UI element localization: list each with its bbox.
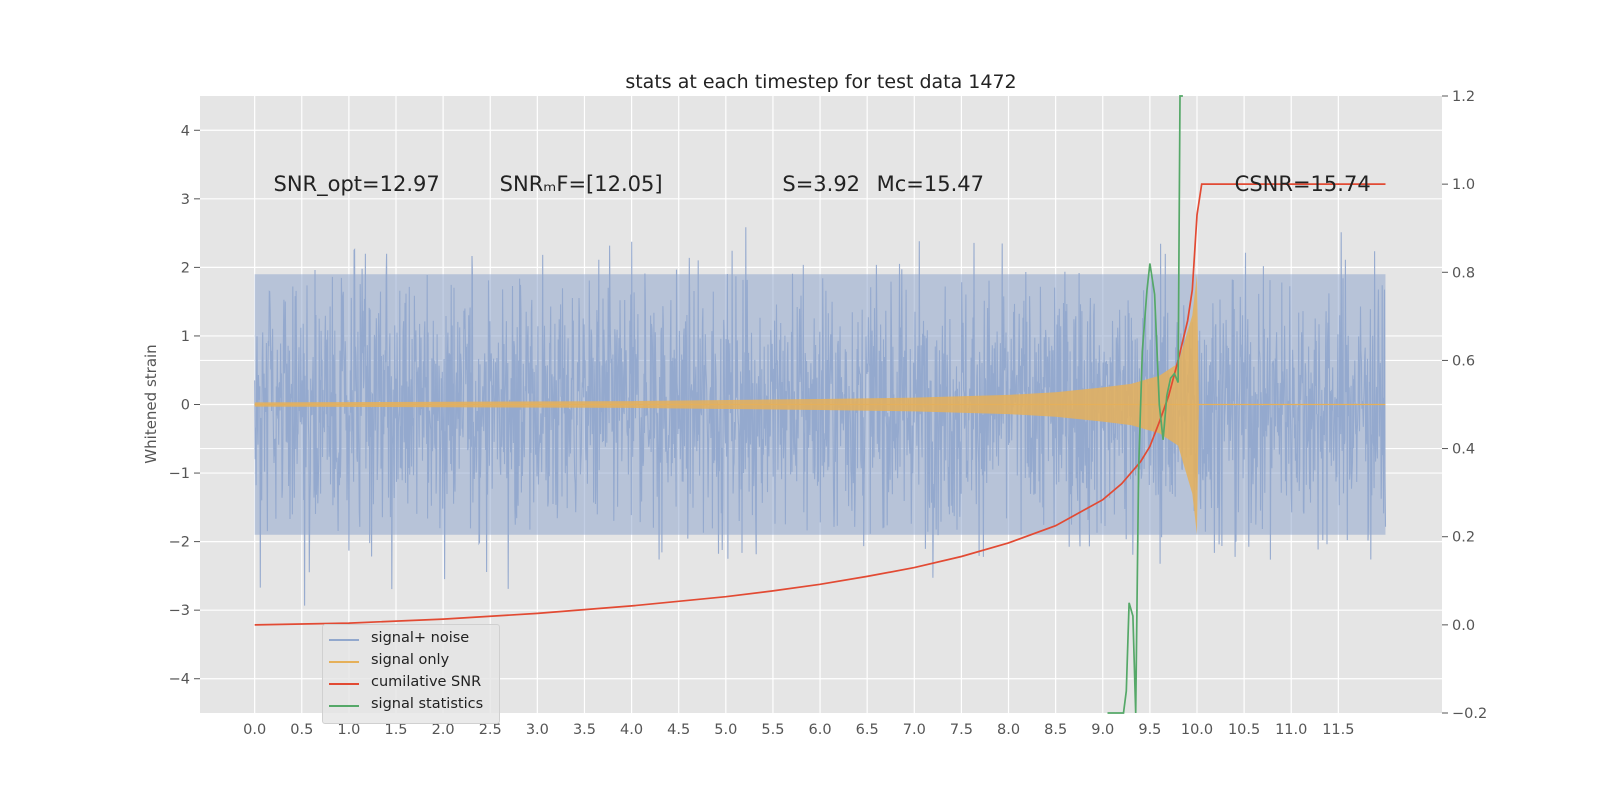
y-tick-label: −3 xyxy=(169,603,190,619)
annotations: SNR_opt=12.97 SNRₘF=[12.05] S=3.92 Mᴄ=15.47… xyxy=(274,172,1371,197)
y-tick-label: 3 xyxy=(181,192,190,208)
legend-item: cumilative SNR xyxy=(323,673,499,695)
x-tick-label: 5.5 xyxy=(761,722,784,738)
legend-swatch xyxy=(329,683,359,685)
y-axis-label: Whitened strain xyxy=(142,344,160,463)
y-tick-label: −2 xyxy=(169,535,190,551)
x-tick-label: 6.0 xyxy=(809,722,832,738)
x-tick-label: 2.0 xyxy=(432,722,455,738)
x-tick-label: 3.0 xyxy=(526,722,549,738)
y2-tick-label: 1.0 xyxy=(1452,177,1475,193)
y2-tick-label: 0.8 xyxy=(1452,265,1475,281)
y-tick-label: 1 xyxy=(181,329,190,345)
x-tick-label: 4.5 xyxy=(667,722,690,738)
x-tick-label: 9.5 xyxy=(1138,722,1161,738)
signal-series xyxy=(254,274,1386,535)
x-tick-label: 8.0 xyxy=(997,722,1020,738)
legend-item: signal+ noise xyxy=(323,629,499,651)
y2-tick-label: 0.6 xyxy=(1452,353,1475,369)
y-axis-right: 1.2 1.0 0.8 0.6 0.4 0.2 0.0 −0.2 xyxy=(1442,89,1487,722)
annotation-text: SNR_opt=12.97 xyxy=(274,172,440,197)
x-tick-label: 0.0 xyxy=(243,722,266,738)
legend-item: signal only xyxy=(323,651,499,673)
y-axis-left: 4 3 2 1 0 −1 −2 −3 −4 xyxy=(169,123,200,688)
x-tick-label: 11.5 xyxy=(1322,722,1354,738)
y2-tick-label: 0.2 xyxy=(1452,530,1475,546)
x-tick-label: 11.0 xyxy=(1275,722,1307,738)
series-lines xyxy=(254,95,1386,714)
legend-item: signal statistics xyxy=(323,695,499,717)
annotation-text: CSNR=15.74 xyxy=(1235,172,1371,196)
y-tick-label: 4 xyxy=(181,123,190,139)
legend-label: cumilative SNR xyxy=(371,674,482,690)
y2-tick-label: −0.2 xyxy=(1452,706,1487,722)
x-tick-label: 6.5 xyxy=(856,722,879,738)
x-tick-label: 10.0 xyxy=(1181,722,1213,738)
x-tick-label: 9.0 xyxy=(1091,722,1114,738)
x-tick-label: 2.5 xyxy=(479,722,502,738)
x-axis: 0.0 0.5 1.0 1.5 2.0 2.5 3.0 3.5 4.0 4.5 5.0 5.5 6.0 6… xyxy=(243,722,1354,738)
legend-swatch xyxy=(329,639,359,641)
y-tick-label: 2 xyxy=(181,260,190,276)
y2-tick-label: 1.2 xyxy=(1452,89,1475,105)
y-tick-label: −4 xyxy=(169,672,190,688)
x-tick-label: 7.0 xyxy=(903,722,926,738)
legend-label: signal statistics xyxy=(371,696,484,712)
annotation-text: S=3.92 xyxy=(782,172,860,196)
x-tick-label: 8.5 xyxy=(1044,722,1067,738)
x-tick-label: 10.5 xyxy=(1228,722,1260,738)
annotation-text: SNRₘF=[12.05] xyxy=(500,172,663,196)
legend-swatch xyxy=(329,661,359,663)
y-tick-label: −1 xyxy=(169,466,190,482)
x-tick-label: 5.0 xyxy=(714,722,737,738)
y-tick-label: 0 xyxy=(181,398,190,414)
signal-statistics-line xyxy=(1107,95,1183,714)
x-tick-label: 7.5 xyxy=(950,722,973,738)
y2-tick-label: 0.0 xyxy=(1452,618,1475,634)
cumulative-snr-line xyxy=(254,183,1386,626)
legend: signal+ noise signal only cumilative SNR si… xyxy=(322,624,500,724)
x-tick-label: 4.0 xyxy=(620,722,643,738)
x-tick-label: 1.5 xyxy=(384,722,407,738)
x-tick-label: 1.0 xyxy=(337,722,360,738)
legend-label: signal+ noise xyxy=(371,630,470,646)
y2-tick-label: 0.4 xyxy=(1452,442,1475,458)
x-tick-label: 3.5 xyxy=(573,722,596,738)
legend-label: signal only xyxy=(371,652,450,668)
legend-swatch xyxy=(329,705,359,707)
x-tick-label: 0.5 xyxy=(290,722,313,738)
annotation-text: Mᴄ=15.47 xyxy=(877,172,984,196)
chart-title: stats at each timestep for test data 147… xyxy=(625,71,1016,93)
